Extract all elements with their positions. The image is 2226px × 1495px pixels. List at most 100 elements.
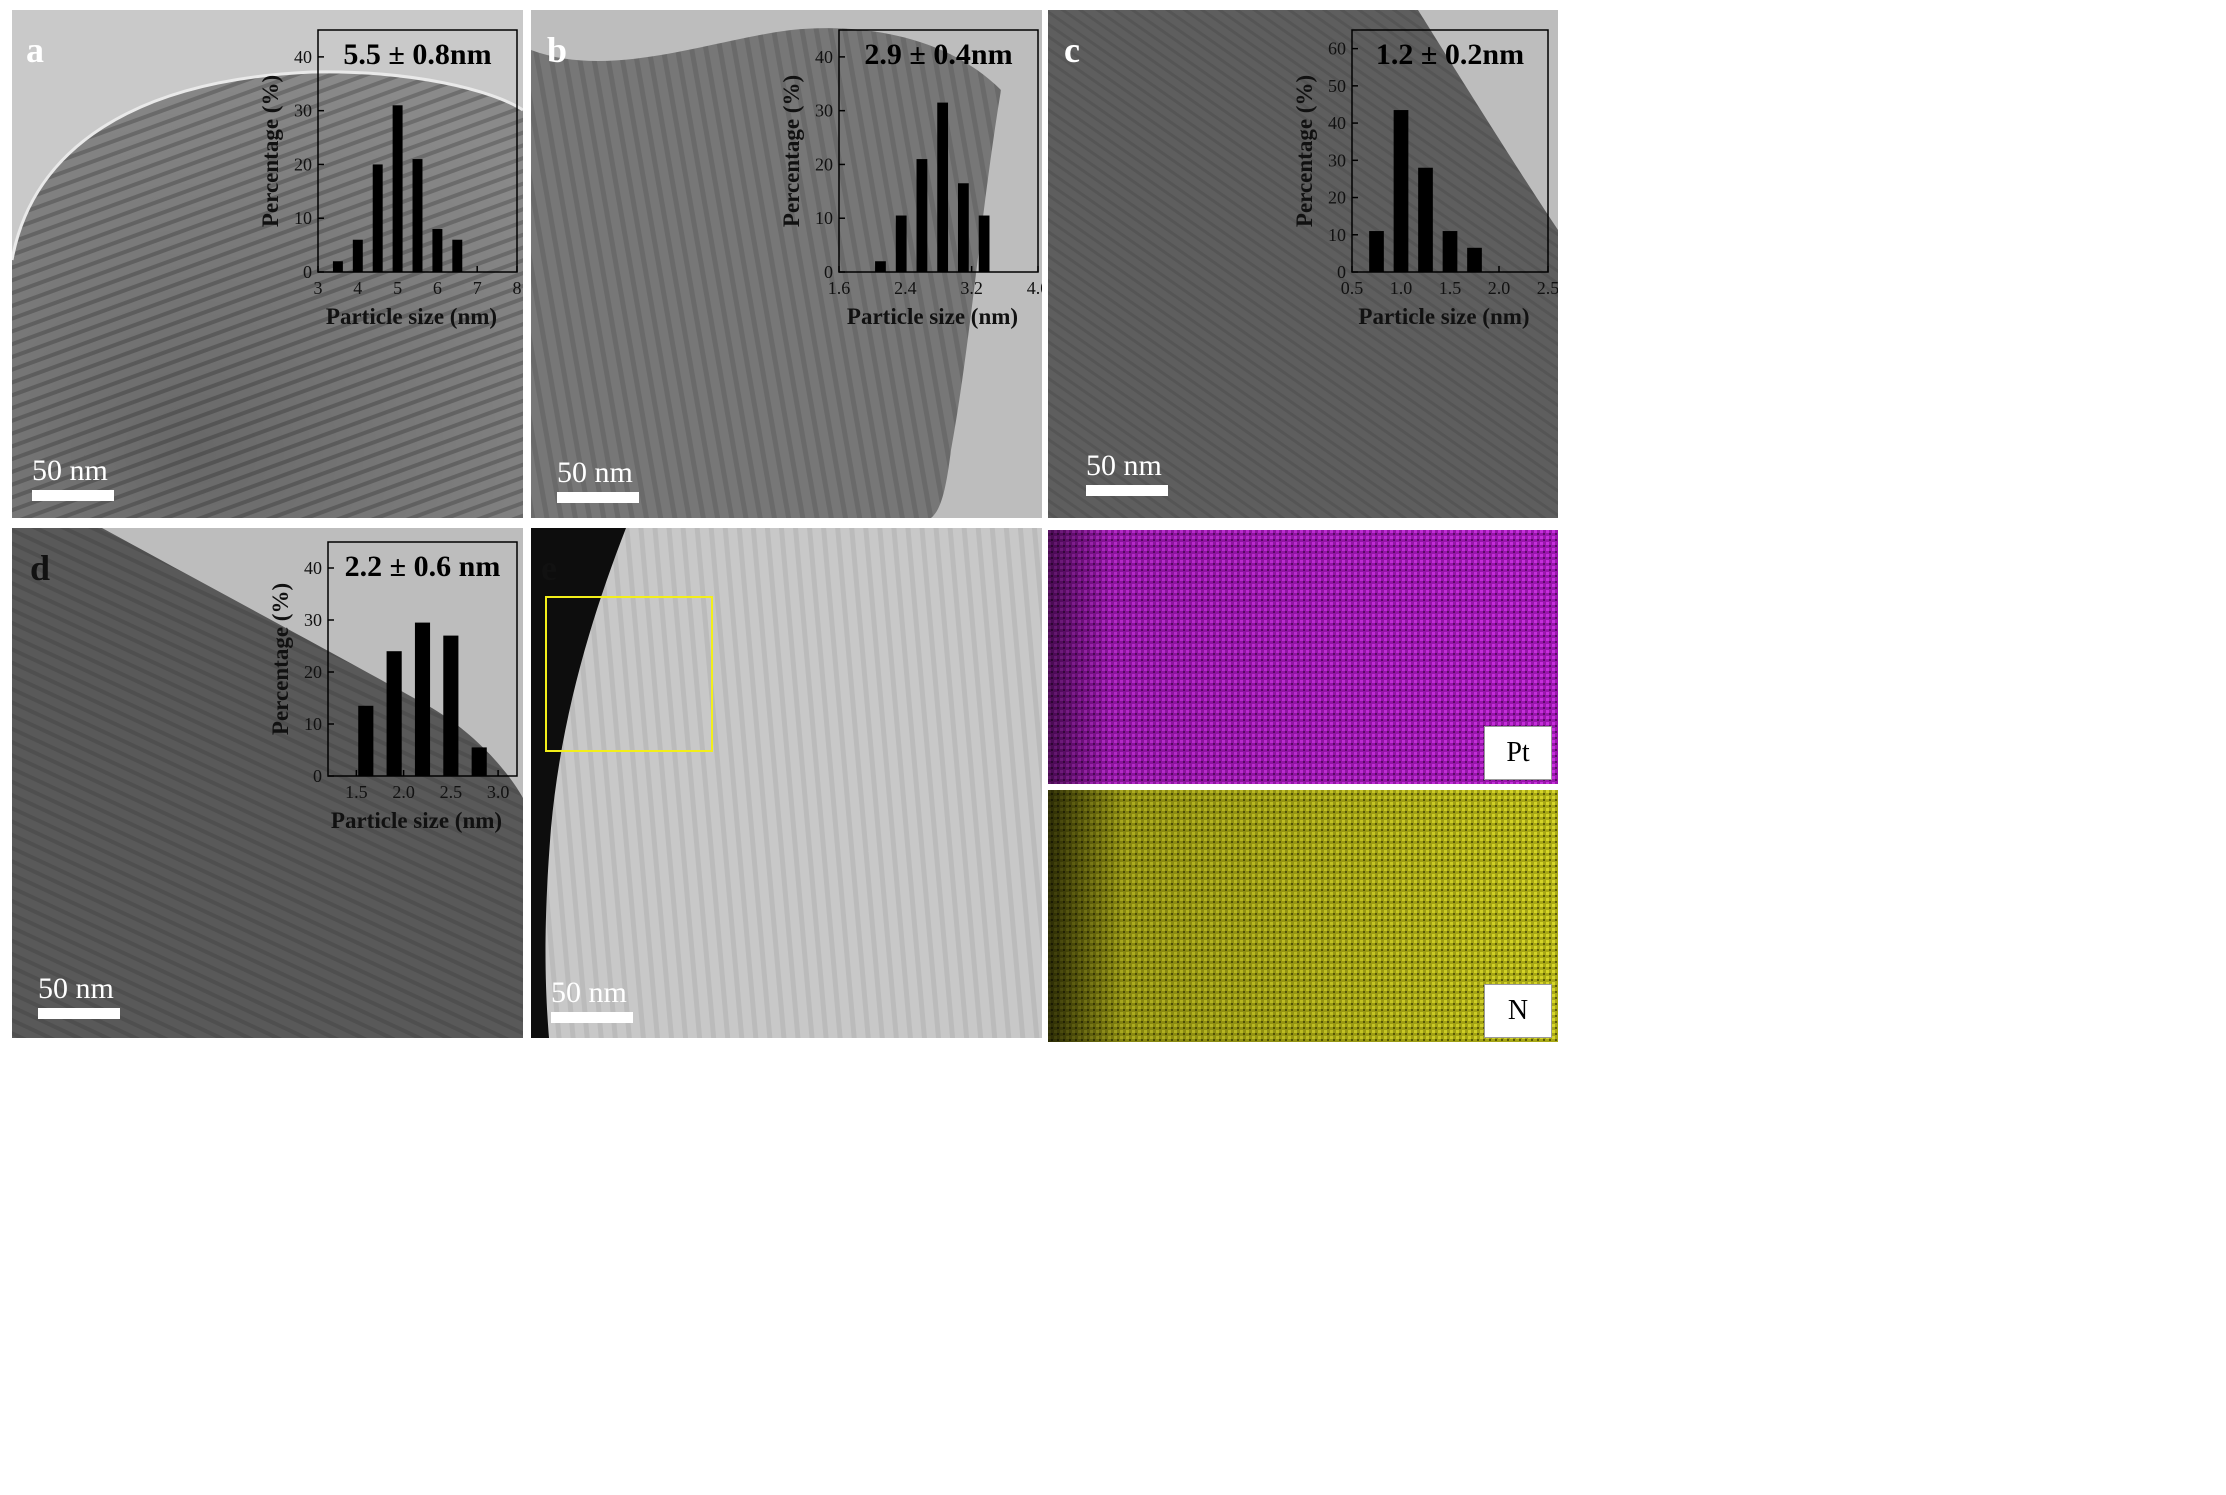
scale-bar-line-d [38,1008,120,1019]
chart-title: 2.2 ± 0.6 nm [345,550,501,583]
scale-bar-a: 50 nm [32,456,114,501]
scale-bar-e: 50 nm [551,978,633,1023]
scale-bar-line-b [557,492,639,503]
panel-c: c 50 nm 0 10 20 30 40 50 60 0.5 1.0 1.5 2.0 2.5 1.2 … [1048,10,1558,518]
y-tick-label: 30 [1328,150,1346,170]
x-tick-label: 3.2 [960,278,983,298]
scale-bar-d: 50 nm [38,974,120,1019]
bar [386,651,402,776]
y-tick-label: 20 [1328,188,1346,208]
histogram-svg-d: 0 10 20 30 40 1.5 2.0 2.5 3.0 2.2 ± 0.6 nm Particl… [268,541,518,833]
x-axis-label: Particle size (nm) [331,808,502,833]
panel-b: b 50 nm 0 10 20 30 40 1.6 2.4 3.2 4.0 2.9 ± 0.4nm… [531,10,1042,518]
y-tick-label: 60 [1328,39,1346,59]
bar [358,705,374,776]
bar [1393,110,1409,273]
bar [957,183,969,272]
y-tick-label: 40 [815,47,833,67]
y-tick-label: 50 [1328,76,1346,96]
eds-label-pt: Pt [1484,726,1552,780]
x-tick-label: 7 [473,278,482,298]
y-tick-label: 30 [304,610,322,630]
bar [916,159,928,272]
eds-label-n: N [1484,984,1552,1038]
x-axis-label: Particle size (nm) [847,304,1018,329]
panel-letter-c: c [1064,30,1080,70]
eds-map-pt: Pt [1048,530,1558,784]
panel-e: e 50 nm [531,528,1042,1038]
scale-bar-label-b: 50 nm [557,456,633,489]
y-tick-label: 10 [1328,225,1346,245]
eds-map-n: N [1048,790,1558,1042]
bar [452,239,463,272]
bar [414,622,431,776]
x-axis-label: Particle size (nm) [1358,304,1529,329]
bar [432,228,443,272]
panel-letter-e: e [541,548,557,588]
y-tick-label: 0 [824,262,833,282]
eds-image-pt [1048,530,1558,784]
y-tick-label: 20 [294,154,312,174]
y-axis-label: Percentage (%) [779,75,804,227]
x-tick-label: 1.5 [1439,278,1462,298]
y-tick-label: 0 [313,766,322,786]
bar [471,747,487,776]
bar [937,102,949,272]
y-axis-label: Percentage (%) [1292,75,1317,227]
x-tick-label: 8 [513,278,522,298]
bar [1369,231,1384,272]
x-tick-label: 5 [393,278,402,298]
x-axis-label: Particle size (nm) [326,304,497,329]
y-tick-label: 30 [815,101,833,121]
panel-letter-d: d [30,548,51,588]
x-tick-label: 2.5 [440,782,463,802]
scale-bar-label-c: 50 nm [1086,449,1162,482]
histogram-svg-c: 0 10 20 30 40 50 60 0.5 1.0 1.5 2.0 2.5 1.2 ± 0.2nm P… [1292,29,1558,329]
scale-bar-line-e [551,1012,633,1023]
x-tick-label: 2.0 [1488,278,1511,298]
bar [443,635,459,776]
y-tick-label: 0 [303,262,312,282]
scale-bar-line-c [1086,485,1168,496]
panel-letter-a: a [26,30,44,70]
tem-image-d [12,528,523,1038]
y-tick-label: 20 [304,662,322,682]
x-tick-label: 1.6 [828,278,851,298]
scale-bar-label-d: 50 nm [38,972,114,1005]
bar [895,215,907,272]
histogram-svg-b: 0 10 20 30 40 1.6 2.4 3.2 4.0 2.9 ± 0.4nm Particle… [779,29,1042,329]
y-tick-label: 10 [815,208,833,228]
panel-letter-b: b [547,30,568,70]
x-tick-label: 4.0 [1027,278,1042,298]
scale-bar-label-a: 50 nm [32,454,108,487]
y-tick-label: 40 [1328,113,1346,133]
y-tick-label: 30 [294,101,312,121]
bar [392,105,403,273]
y-tick-label: 10 [304,714,322,734]
x-tick-label: 3.0 [487,782,510,802]
bar [1442,231,1458,272]
bar [1418,167,1433,272]
bar [412,159,423,272]
panel-d: d 50 nm 0 10 20 30 40 1.5 2.0 2.5 3.0 2.2 ± 0.6 n… [12,528,523,1038]
bar [978,215,990,272]
scale-bar-label-e: 50 nm [551,976,627,1009]
y-axis-label: Percentage (%) [258,75,283,227]
stem-image-e [531,528,1042,1038]
bar [372,164,383,272]
x-tick-label: 4 [353,278,362,298]
bar [875,261,886,272]
histogram-c: 0 10 20 30 40 50 60 0.5 1.0 1.5 2.0 2.5 1.2 ± 0.2nm P… [1276,18,1558,343]
scale-bar-c: 50 nm [1086,451,1168,496]
chart-title: 1.2 ± 0.2nm [1376,38,1524,71]
x-tick-label: 1.0 [1390,278,1413,298]
x-tick-label: 6 [433,278,442,298]
chart-title: 5.5 ± 0.8nm [343,38,491,71]
x-tick-label: 2.0 [392,782,415,802]
scale-bar-line-a [32,490,114,501]
histogram-svg-a: 0 10 20 30 40 3 4 5 6 7 8 5.5 ± 0.8nm Particle size … [258,29,522,329]
bar [352,239,363,272]
y-tick-label: 40 [304,558,322,578]
y-axis-label: Percentage (%) [268,583,293,735]
y-tick-label: 40 [294,47,312,67]
